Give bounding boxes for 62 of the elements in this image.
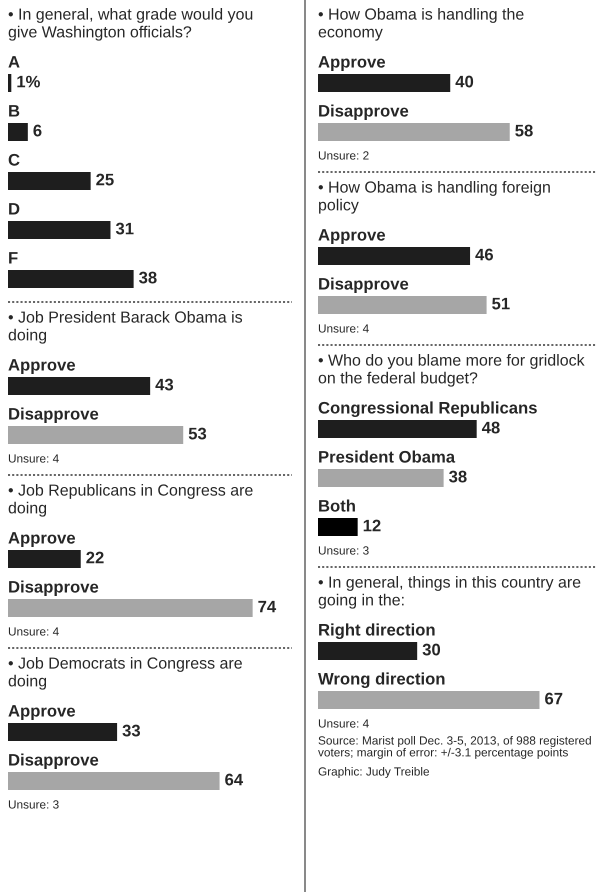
- y-tick-label: Disapprove: [319, 277, 408, 293]
- data-label: 53: [188, 428, 206, 440]
- text: Unsure: 3: [8, 800, 59, 809]
- y-tick-label: Approve: [8, 532, 76, 547]
- text: Unsure: 2: [318, 151, 369, 160]
- chart-title: • Job President Barack Obama is doing: [8, 311, 242, 344]
- data-label: 22: [86, 552, 104, 564]
- bar: [8, 123, 28, 141]
- y-tick-label: Right direction: [319, 623, 435, 639]
- data-label: 1%: [17, 76, 40, 88]
- chart-title: • How Obama is handling the economy: [318, 8, 524, 41]
- y-tick-label: Both: [319, 499, 355, 512]
- data-label: 64: [225, 774, 244, 786]
- data-label: 48: [482, 422, 500, 434]
- y-tick-label: Disapprove: [9, 753, 98, 769]
- bar: [8, 270, 134, 288]
- chart-title: • Job Republicans in Congress are doing: [8, 484, 253, 517]
- y-tick-label: Approve: [318, 229, 386, 244]
- data-label: 12: [364, 520, 381, 532]
- chart-title: • In general, what grade would you give Washington officials?: [8, 8, 252, 41]
- data-label: 40: [455, 76, 474, 88]
- chart-title: • How Obama is handling foreign policy: [318, 181, 550, 214]
- text: Graphic: Judy Treible: [318, 767, 430, 778]
- chart-title: • Job Democrats in Congress are doing: [8, 657, 242, 690]
- y-tick-label: F: [9, 252, 18, 264]
- y-tick-label: Disapprove: [9, 580, 98, 596]
- bar: [8, 74, 12, 92]
- data-label: 6: [33, 124, 42, 136]
- y-tick-label: Approve: [318, 56, 386, 71]
- text: Unsure: 4: [8, 627, 59, 636]
- y-tick-label: Congressional Republicans: [318, 401, 537, 417]
- data-label: 38: [139, 272, 157, 284]
- data-label: 58: [515, 124, 533, 136]
- chart-title: • Who do you blame more for gridlock on the federal budget?: [318, 354, 585, 387]
- data-label: 51: [492, 298, 510, 310]
- y-tick-label: B: [9, 105, 20, 117]
- text: Unsure: 4: [318, 719, 369, 728]
- y-tick-label: A: [8, 56, 20, 68]
- y-tick-label: Approve: [8, 359, 76, 374]
- data-label: 30: [422, 644, 440, 656]
- data-label: 74: [258, 600, 276, 612]
- y-tick-label: C: [8, 154, 20, 166]
- data-label: 43: [155, 378, 174, 390]
- y-tick-label: Disapprove: [319, 104, 408, 120]
- chart-title: • In general, things in this country are going in the:: [318, 576, 580, 609]
- bar: [8, 172, 91, 190]
- data-label: 46: [475, 248, 494, 260]
- source-note: Source: Marist poll Dec. 3-5, 2013, of 988 registered voters; margin of error: +/-3.1 percentage points: [318, 736, 591, 759]
- text: Unsure: 4: [8, 454, 59, 463]
- bar: [8, 221, 110, 239]
- data-label: 25: [96, 174, 114, 186]
- data-label: 67: [545, 692, 562, 704]
- data-label: 38: [449, 470, 467, 482]
- y-tick-label: D: [9, 203, 20, 215]
- text: Unsure: 3: [318, 546, 369, 555]
- y-tick-label: President Obama: [319, 450, 456, 463]
- data-label: 31: [116, 222, 134, 234]
- data-label: 33: [122, 724, 140, 736]
- y-tick-label: Approve: [8, 705, 76, 720]
- y-tick-label: Disapprove: [9, 407, 98, 423]
- y-tick-label: Wrong direction: [318, 672, 444, 688]
- text: Unsure: 4: [318, 324, 369, 333]
